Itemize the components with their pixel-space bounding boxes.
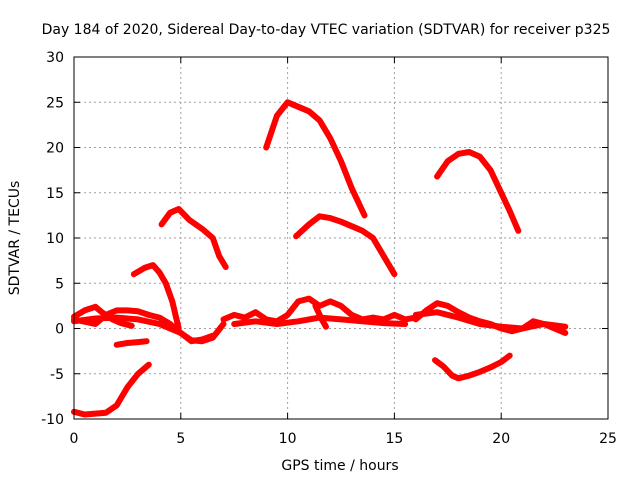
x-tick-label: 20: [492, 431, 510, 447]
series-arc-2: [113, 338, 150, 348]
y-axis-label: SDTVAR / TECUs: [7, 181, 23, 296]
y-tick-label: 15: [46, 186, 64, 202]
axis-ticks: [73, 56, 609, 420]
x-tick-label: 5: [176, 431, 185, 447]
series-arc-15: [434, 149, 522, 234]
y-tick-label: -5: [50, 367, 64, 383]
series-arc-10: [312, 302, 329, 330]
series-arc-7: [158, 206, 229, 270]
series-arc-11: [263, 99, 368, 219]
y-tick-label: 5: [55, 276, 64, 292]
grid-lines: [74, 57, 608, 419]
x-axis-label: GPS time / hours: [281, 458, 398, 474]
y-tick-label: 0: [55, 322, 64, 338]
data-series: [71, 99, 569, 418]
y-tick-label: 20: [46, 141, 64, 157]
series-arc-3: [71, 303, 135, 329]
x-tick-label: 15: [385, 431, 403, 447]
series-arc-8: [220, 295, 419, 325]
series-arc-6: [130, 262, 182, 332]
x-tick-label: 25: [599, 431, 617, 447]
series-arc-1: [71, 361, 152, 418]
y-tick-label: 25: [46, 95, 64, 111]
y-tick-label: -10: [41, 412, 64, 428]
x-tick-label: 0: [70, 431, 79, 447]
series-arc-16: [432, 352, 513, 382]
series-arc-14: [412, 309, 569, 332]
y-tick-label: 30: [46, 50, 64, 66]
chart-title: Day 184 of 2020, Sidereal Day-to-day VTE…: [42, 22, 611, 38]
tick-labels: 0 5 10 15 20 25 -10 -5 0 5 10 15 20 25 30: [41, 50, 617, 447]
series-arc-5: [71, 314, 216, 345]
series-arc-12: [293, 213, 398, 278]
x-tick-label: 10: [279, 431, 297, 447]
y-tick-label: 10: [46, 231, 64, 247]
